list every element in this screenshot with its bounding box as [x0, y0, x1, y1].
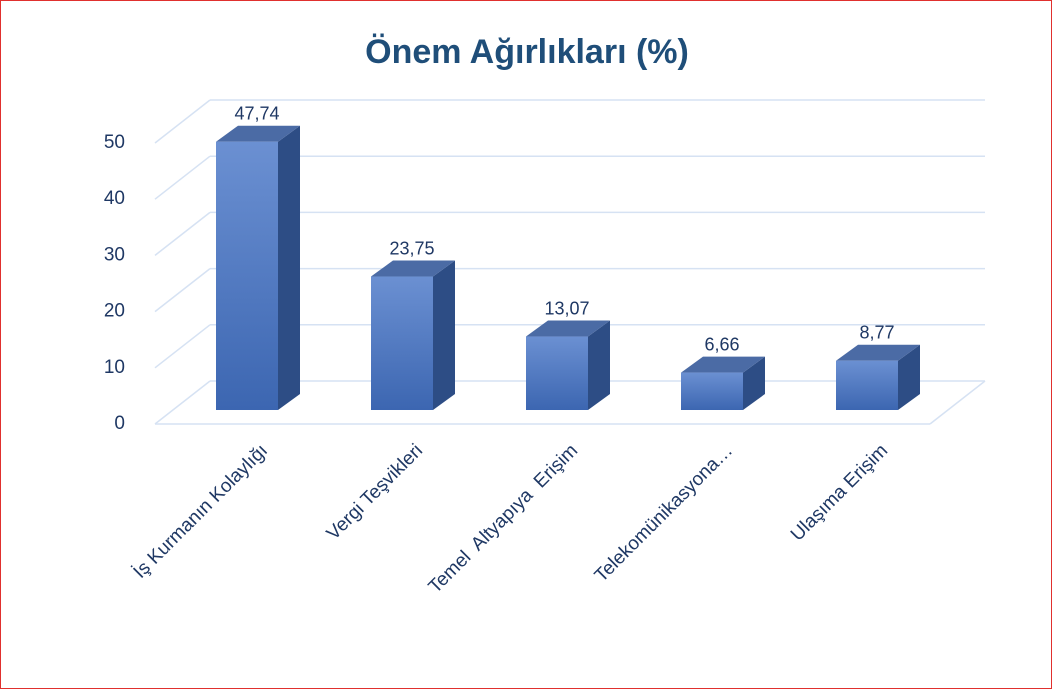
bar-side	[898, 344, 920, 410]
floor-edge	[929, 380, 986, 425]
value-label: 47,74	[234, 103, 279, 123]
bar-side	[433, 260, 455, 410]
value-label: 13,07	[544, 298, 589, 318]
bar	[526, 336, 588, 410]
bar-top	[526, 320, 610, 337]
value-label: 6,66	[704, 334, 739, 354]
y-tick-label: 40	[104, 188, 125, 209]
value-label: 8,77	[859, 322, 894, 342]
grid-line	[154, 211, 211, 256]
bar-top	[681, 356, 765, 373]
chart-title: Önem Ağırlıkları (%)	[365, 33, 689, 71]
value-label: 23,75	[389, 238, 434, 258]
grid-line	[154, 99, 211, 144]
bar-top	[216, 125, 300, 142]
bar-side	[743, 356, 765, 410]
y-tick-label: 0	[114, 413, 125, 434]
bar-top	[371, 260, 455, 277]
y-tick-label: 50	[104, 132, 125, 153]
bar	[836, 360, 898, 410]
bar	[371, 276, 433, 410]
y-tick-label: 10	[104, 357, 125, 378]
grid-line	[154, 324, 211, 369]
y-tick-label: 20	[104, 301, 125, 322]
y-tick-label: 30	[104, 244, 125, 265]
grid-line	[154, 155, 211, 200]
bar	[216, 141, 278, 410]
bar-top	[836, 344, 920, 361]
grid-line	[154, 380, 211, 425]
grid-line	[154, 268, 211, 313]
bar	[681, 372, 743, 410]
bar-side	[588, 320, 610, 410]
bar-side	[278, 125, 300, 410]
